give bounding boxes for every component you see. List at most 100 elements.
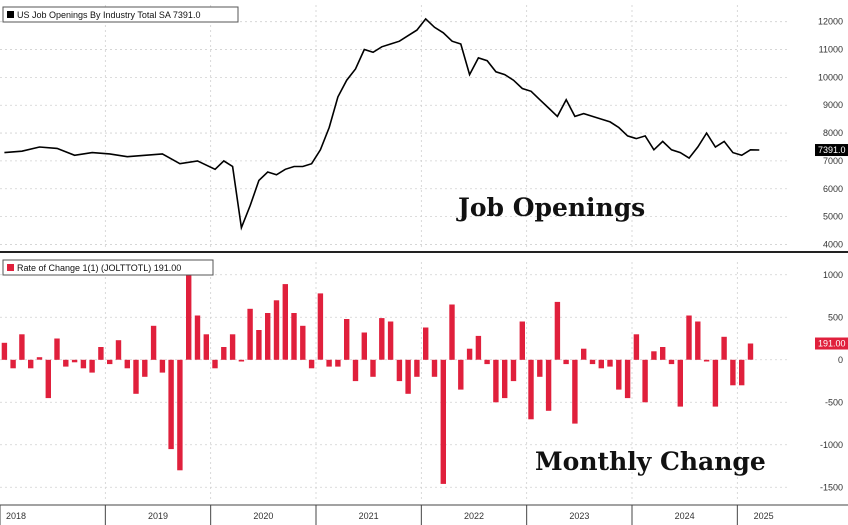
monthly-change-bar <box>651 351 657 360</box>
monthly-change-bar <box>721 336 727 360</box>
monthly-change-bar <box>458 359 464 390</box>
monthly-change-bar <box>177 359 183 471</box>
x-axis-year-label: 2018 <box>6 511 26 521</box>
monthly-change-bar <box>273 300 280 360</box>
job-openings-annotation: Job Openings <box>456 193 645 222</box>
monthly-change-bar <box>19 334 25 360</box>
monthly-change-bar <box>405 359 411 394</box>
top-y-tick-label: 7000 <box>823 156 843 166</box>
top-panel: 400050006000700080009000100001100012000 … <box>0 5 848 250</box>
monthly-change-bar <box>335 359 341 367</box>
bottom-y-tick-label: -500 <box>825 397 843 407</box>
monthly-change-bar <box>203 334 209 360</box>
top-y-tick-label: 4000 <box>823 239 843 249</box>
monthly-change-bar <box>642 359 648 403</box>
top-y-tick-label: 12000 <box>818 17 843 27</box>
monthly-change-bar <box>54 338 60 360</box>
monthly-change-bar <box>124 359 130 369</box>
monthly-change-bar <box>624 359 631 399</box>
monthly-change-bar <box>317 293 324 360</box>
x-axis-year-label: 2024 <box>675 511 695 521</box>
top-gridlines <box>0 21 790 245</box>
top-legend-text: US Job Openings By Industry Total SA 739… <box>17 10 200 20</box>
monthly-change-bar <box>502 359 508 399</box>
monthly-change-bar <box>528 359 534 420</box>
monthly-change-bar <box>142 359 148 377</box>
monthly-change-bar <box>282 284 288 360</box>
top-legend-swatch <box>7 11 14 18</box>
monthly-change-bar <box>449 304 455 360</box>
monthly-change-bar <box>194 315 201 360</box>
monthly-change-bar <box>379 318 385 360</box>
monthly-change-bar <box>98 347 104 360</box>
monthly-change-bar <box>633 334 640 360</box>
x-axis-year-label: 2019 <box>148 511 168 521</box>
monthly-change-bar <box>466 348 473 360</box>
monthly-change-bar <box>598 359 604 369</box>
monthly-change-bar <box>519 321 525 360</box>
monthly-change-bar <box>747 343 754 360</box>
monthly-change-bar <box>554 301 561 360</box>
bottom-last-value-box <box>815 337 848 350</box>
top-y-tick-label: 11000 <box>819 45 843 55</box>
monthly-change-bar <box>414 359 420 377</box>
monthly-change-bar <box>703 359 710 362</box>
x-axis-year-labels: 2018 2019 2020 2021 2022 2023 2024 2025 <box>0 505 774 525</box>
top-last-value-box <box>815 144 848 157</box>
monthly-change-bar <box>80 359 87 369</box>
monthly-change-bar <box>247 308 253 360</box>
top-year-gridlines <box>104 5 738 250</box>
monthly-change-bar <box>28 359 34 369</box>
monthly-change-bar <box>730 359 736 386</box>
bottom-y-tick-label: 0 <box>838 355 843 365</box>
monthly-change-bar <box>352 359 359 382</box>
monthly-change-bar <box>63 359 69 367</box>
monthly-change-bar <box>493 359 499 403</box>
monthly-change-bar <box>212 359 218 369</box>
monthly-change-bar <box>572 359 578 424</box>
monthly-change-bar <box>537 359 543 377</box>
monthly-change-bar <box>739 359 745 386</box>
monthly-change-bars <box>1 273 754 484</box>
monthly-change-bar <box>326 359 332 367</box>
top-y-tick-label: 10000 <box>818 72 843 82</box>
monthly-change-bar <box>89 359 95 373</box>
monthly-change-bar <box>308 359 315 369</box>
monthly-change-bar <box>361 332 367 360</box>
top-y-tick-label: 5000 <box>823 212 843 222</box>
monthly-change-bar <box>440 359 446 484</box>
monthly-change-bar <box>45 359 51 399</box>
monthly-change-bar <box>229 334 236 360</box>
monthly-change-bar <box>695 321 701 360</box>
monthly-change-bar <box>370 359 376 377</box>
monthly-change-bar <box>475 335 482 360</box>
bottom-y-tick-label: 500 <box>828 312 843 322</box>
monthly-change-bar <box>616 359 622 390</box>
monthly-change-bar <box>344 319 350 360</box>
monthly-change-bar <box>423 327 429 360</box>
bottom-y-tick-label: -1000 <box>820 440 843 450</box>
monthly-change-bar <box>168 359 174 450</box>
monthly-change-bar <box>607 359 613 367</box>
monthly-change-bar <box>712 359 719 407</box>
x-axis-year-label: 2022 <box>464 511 484 521</box>
monthly-change-bar <box>1 342 8 360</box>
monthly-change-bar <box>133 359 139 394</box>
monthly-change-bar <box>36 357 43 360</box>
top-legend-box <box>2 6 239 23</box>
monthly-change-bar <box>396 359 403 382</box>
monthly-change-bar <box>10 359 16 369</box>
monthly-change-bar <box>581 348 587 360</box>
monthly-change-bar <box>668 359 675 365</box>
bottom-legend-box <box>2 259 214 276</box>
x-axis-year-label: 2023 <box>569 511 589 521</box>
x-axis-year-label: 2020 <box>253 511 273 521</box>
monthly-change-bar <box>563 359 569 365</box>
top-y-tick-label: 9000 <box>823 100 843 110</box>
bottom-last-value-text: 191.00 <box>818 339 846 349</box>
job-openings-line <box>4 17 760 231</box>
monthly-change-bar <box>431 359 438 377</box>
monthly-change-annotation: Monthly Change <box>535 447 766 476</box>
top-y-tick-label: 8000 <box>823 128 843 138</box>
top-last-value-text: 7391.0 <box>818 145 846 155</box>
